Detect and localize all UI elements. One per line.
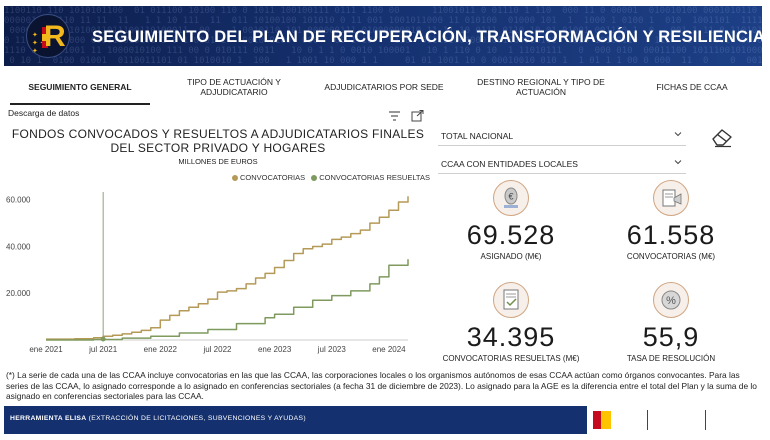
series-line-convocatorias-resueltas	[46, 259, 409, 341]
svg-text:%: %	[666, 295, 676, 307]
tab-label: TIPO DE ACTUACIÓN Y ADJUDICATARIO	[187, 77, 281, 97]
series-line-convocatorias	[46, 196, 409, 340]
tab-label: DESTINO REGIONAL Y TIPO DE ACTUACIÓN	[477, 77, 605, 97]
legend-dot	[311, 175, 318, 182]
chart-legend: CONVOCATORIAS CONVOCATORIAS RESUELTAS	[232, 173, 432, 182]
region-select[interactable]: TOTAL NACIONAL	[438, 126, 686, 146]
y-tick-label: 60.000	[6, 196, 31, 205]
legend-label: CONVOCATORIAS	[240, 173, 306, 182]
prtr-logo-icon: ✦ ✦ ✦ ✦ R	[26, 14, 70, 58]
tool-name: HERRAMIENTA ELISA	[10, 415, 87, 422]
tab-label: FICHAS DE CCAA	[656, 82, 728, 92]
eraser-icon[interactable]	[709, 126, 735, 148]
tab-destino-regional[interactable]: DESTINO REGIONAL Y TIPO DE ACTUACIÓN	[466, 70, 616, 104]
svg-text:€: €	[508, 192, 513, 202]
kpi-value: 55,9	[642, 322, 700, 352]
gobierno-de-espana-logo-icon	[587, 406, 762, 434]
kpi-label: CONVOCATORIAS RESUELTAS (M€)	[442, 354, 580, 363]
x-tick-label: ene 2024	[372, 345, 406, 354]
kpi-label: TASA DE RESOLUCIÓN	[626, 354, 716, 363]
active-tab-indicator	[10, 103, 150, 105]
binary-background-decoration: 1100110 110 1010101100 01 011100 10100 1…	[4, 6, 762, 66]
tab-label: ADJUDICATARIOS POR SEDE	[324, 82, 444, 92]
percent-icon: %	[653, 282, 689, 318]
y-tick-label: 40.000	[6, 242, 31, 251]
megaphone-icon	[653, 180, 689, 216]
data-point	[100, 336, 106, 342]
document-check-icon	[493, 282, 529, 318]
kpi-tasa-resolucion: % 55,9 TASA DE RESOLUCIÓN	[596, 282, 746, 363]
x-tick-label: ene 2021	[29, 345, 63, 354]
download-data-link[interactable]: Descarga de datos	[8, 108, 80, 118]
filter-icon[interactable]	[388, 110, 401, 122]
kpi-value: 61.558	[626, 220, 716, 250]
tab-adjudicatarios-sede[interactable]: ADJUDICATARIOS POR SEDE	[314, 70, 454, 104]
chevron-down-icon	[674, 160, 682, 165]
scope-select[interactable]: CCAA CON ENTIDADES LOCALES	[438, 154, 686, 174]
region-select-value: TOTAL NACIONAL	[441, 130, 514, 141]
tab-label: SEGUIMIENTO GENERAL	[28, 82, 132, 92]
y-tick-label: 20.000	[6, 289, 31, 298]
kpi-asignado: € 69.528 ASIGNADO (M€)	[436, 180, 586, 261]
tab-bar: SEGUIMIENTO GENERAL TIPO DE ACTUACIÓN Y …	[4, 70, 762, 105]
tab-seguimiento-general[interactable]: SEGUIMIENTO GENERAL	[10, 70, 150, 104]
legend-dot	[232, 175, 238, 182]
kpi-value: 34.395	[466, 322, 556, 352]
x-tick-label: jul 2023	[317, 345, 347, 354]
x-tick-label: jul 2021	[88, 345, 118, 354]
line-chart: 60.000 40.000 20.000 ene 2021 jul 2021 ene 20…	[6, 192, 409, 354]
kpi-value: 69.528	[466, 220, 556, 250]
legend-item-resueltas[interactable]: CONVOCATORIAS RESUELTAS	[311, 173, 430, 182]
chevron-down-icon	[674, 132, 682, 137]
kpi-convocatorias: 61.558 CONVOCATORIAS (M€)	[596, 180, 746, 261]
tab-fichas-ccaa[interactable]: FICHAS DE CCAA	[632, 70, 752, 104]
kpi-convocatorias-resueltas: 34.395 CONVOCATORIAS RESUELTAS (M€)	[436, 282, 586, 363]
chart-subtitle: MILLONES DE EUROS	[178, 157, 258, 166]
kpi-label: ASIGNADO (M€)	[480, 252, 542, 261]
footer-tool-text: HERRAMIENTA ELISA (EXTRACCIÓN DE LICITAC…	[10, 415, 306, 422]
expand-icon[interactable]	[411, 110, 424, 122]
x-tick-label: ene 2022	[144, 345, 178, 354]
legend-label: CONVOCATORIAS RESUELTAS	[319, 173, 430, 182]
chart-title: FONDOS CONVOCADOS Y RESUELTOS A ADJUDICA…	[11, 127, 425, 155]
euro-coin-icon: €	[493, 180, 529, 216]
tab-tipo-actuacion[interactable]: TIPO DE ACTUACIÓN Y ADJUDICATARIO	[164, 70, 304, 104]
scope-select-value: CCAA CON ENTIDADES LOCALES	[441, 158, 578, 169]
footnote: (*) La serie de cada una de las CCAA inc…	[6, 370, 757, 401]
x-tick-label: jul 2022	[202, 345, 232, 354]
header-banner: 1100110 110 1010101100 01 011100 10100 1…	[4, 6, 762, 66]
page-title: SEGUIMIENTO DEL PLAN DE RECUPERACIÓN, TR…	[92, 28, 762, 46]
x-tick-label: ene 2023	[258, 345, 292, 354]
footer-bar: HERRAMIENTA ELISA (EXTRACCIÓN DE LICITAC…	[4, 406, 762, 434]
kpi-label: CONVOCATORIAS (M€)	[626, 252, 716, 261]
legend-item-convocatorias[interactable]: CONVOCATORIAS	[232, 173, 305, 182]
tool-description: (EXTRACCIÓN DE LICITACIONES, SUBVENCIONE…	[88, 415, 306, 422]
